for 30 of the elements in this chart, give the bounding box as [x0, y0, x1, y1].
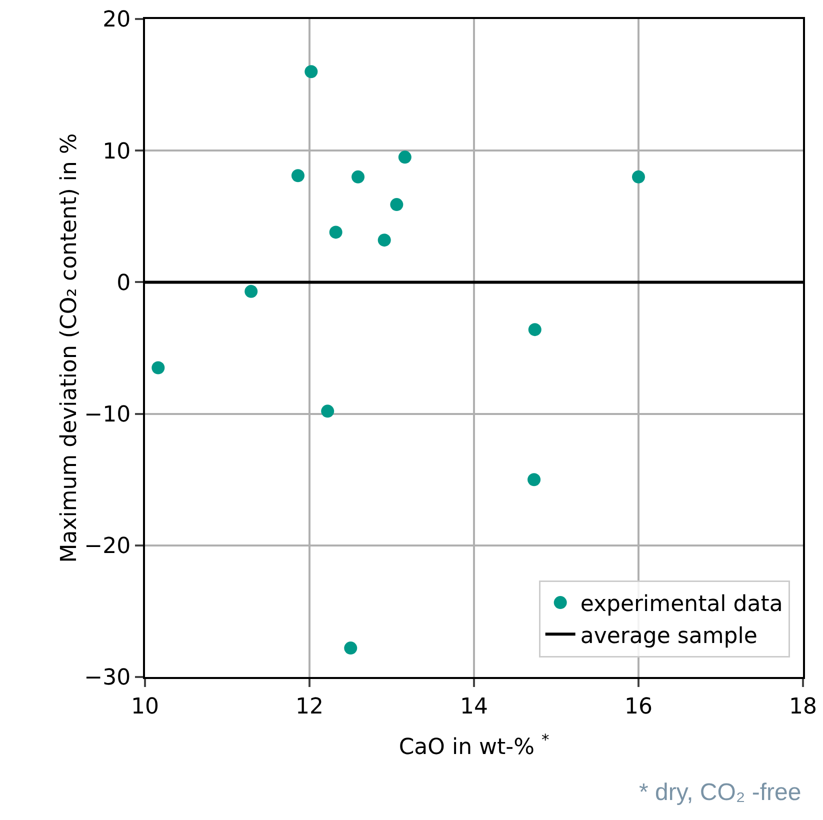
x-tick-label: 14	[460, 694, 488, 720]
point	[528, 323, 542, 336]
x-tick-label: 10	[131, 694, 159, 720]
y-tick-label: 20	[102, 8, 131, 33]
x-tick-label: 16	[624, 694, 652, 720]
point	[329, 226, 342, 239]
point	[352, 170, 365, 184]
y-tick-label: −30	[84, 666, 131, 691]
y-axis-title: Maximum deviation (CO₂ content) in %	[57, 133, 82, 563]
point	[632, 170, 645, 184]
y-tick-label: −20	[84, 534, 131, 560]
x-tick-label: 12	[296, 694, 324, 720]
point	[528, 473, 541, 486]
point	[244, 284, 258, 298]
y-tick-label: 0	[116, 270, 131, 296]
y-tick-label: −10	[84, 402, 131, 428]
point	[291, 169, 304, 182]
legend-label: average sample	[580, 624, 758, 649]
legend-label: experimental data	[580, 592, 783, 618]
point	[390, 198, 404, 212]
point	[398, 150, 412, 164]
point	[304, 65, 318, 78]
x-axis-title: CaO in wt-% $^{*}$	[398, 730, 550, 760]
text: * dry, CO₂ -free	[639, 779, 802, 806]
point	[152, 361, 165, 374]
point	[321, 404, 334, 418]
x-tick-label: 18	[789, 694, 817, 720]
y-tick-label: 10	[102, 139, 131, 164]
point	[378, 234, 391, 247]
point	[344, 642, 358, 655]
